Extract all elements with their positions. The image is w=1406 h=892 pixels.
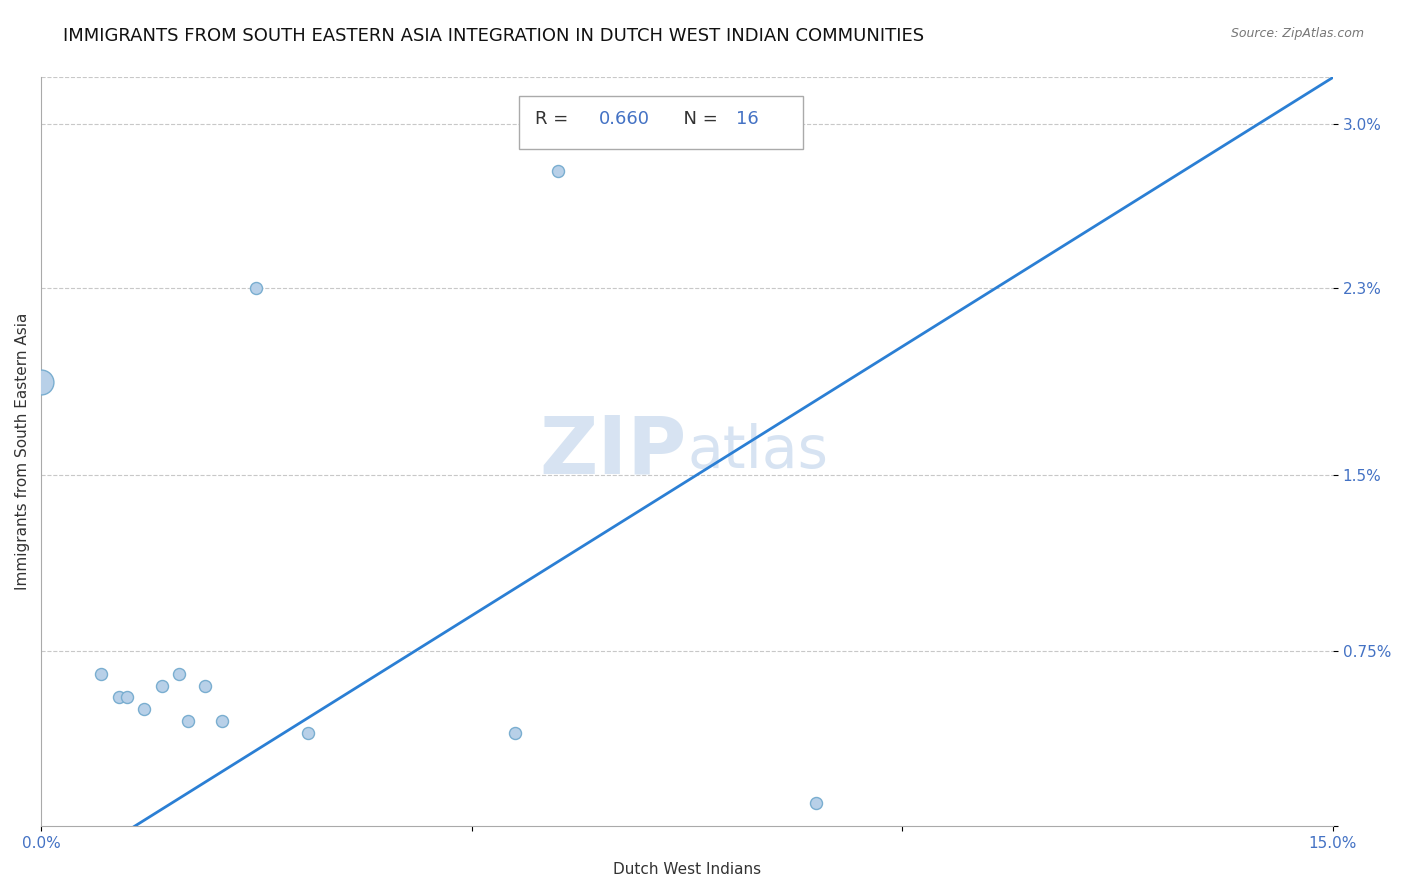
- Point: [167, 667, 190, 681]
- Text: 0.660: 0.660: [599, 110, 650, 128]
- Point: [134, 702, 156, 716]
- Point: [503, 725, 526, 739]
- Point: [194, 679, 217, 693]
- Point: [806, 796, 828, 810]
- Point: [176, 714, 198, 728]
- FancyBboxPatch shape: [519, 96, 803, 149]
- Point: [245, 281, 267, 295]
- Point: [297, 725, 319, 739]
- Point: [547, 164, 569, 178]
- Text: R =: R =: [534, 110, 574, 128]
- Text: IMMIGRANTS FROM SOUTH EASTERN ASIA INTEGRATION IN DUTCH WEST INDIAN COMMUNITIES: IMMIGRANTS FROM SOUTH EASTERN ASIA INTEG…: [63, 27, 924, 45]
- Point: [211, 714, 233, 728]
- Point: [115, 690, 138, 705]
- X-axis label: Dutch West Indians: Dutch West Indians: [613, 862, 761, 877]
- Text: atlas: atlas: [688, 424, 828, 480]
- Text: Source: ZipAtlas.com: Source: ZipAtlas.com: [1230, 27, 1364, 40]
- Point: [107, 690, 129, 705]
- Text: N =: N =: [672, 110, 723, 128]
- Point: [150, 679, 173, 693]
- Y-axis label: Immigrants from South Eastern Asia: Immigrants from South Eastern Asia: [15, 313, 30, 591]
- Point: [30, 375, 52, 389]
- Text: ZIP: ZIP: [540, 413, 688, 491]
- Text: 16: 16: [737, 110, 759, 128]
- Point: [650, 117, 672, 131]
- Point: [90, 667, 112, 681]
